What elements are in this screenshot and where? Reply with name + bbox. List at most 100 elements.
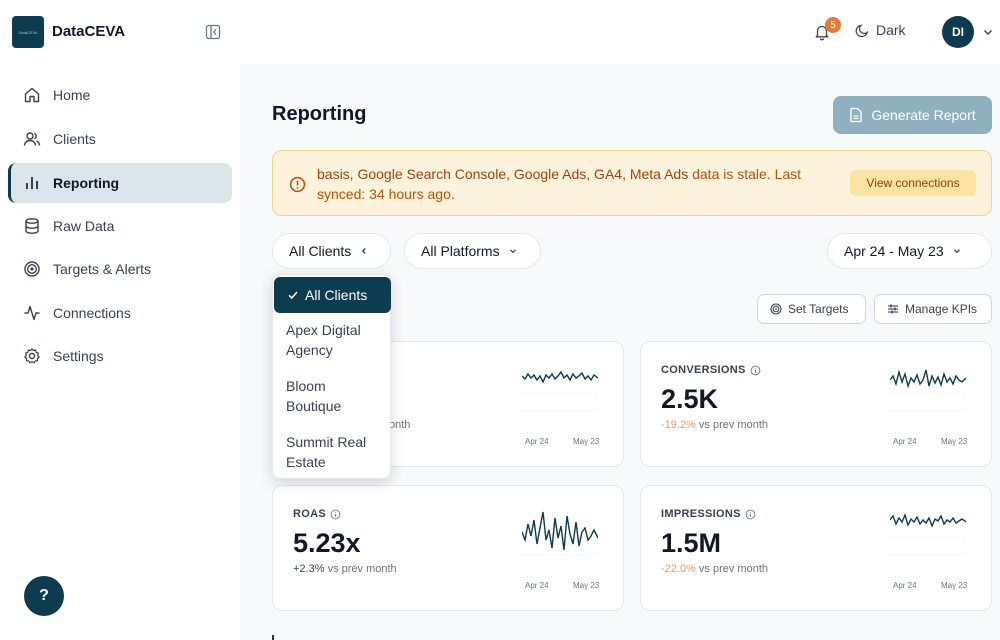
sparkline-end-date: May 23 bbox=[573, 437, 600, 446]
sparkline bbox=[890, 369, 966, 412]
date-range-filter[interactable]: Apr 24 - May 23 bbox=[827, 233, 992, 269]
sparkline bbox=[890, 512, 966, 556]
metric-card-roas: ROAS 5.23x +2.3% vs prev month Apr 24 Ma… bbox=[272, 485, 624, 611]
brand-logo[interactable]: DataCEVA bbox=[12, 16, 44, 48]
chevron-down-icon bbox=[509, 249, 516, 254]
sparkline-start-date: Apr 24 bbox=[893, 437, 917, 446]
info-icon[interactable] bbox=[330, 509, 341, 520]
user-avatar[interactable]: DI bbox=[942, 16, 974, 48]
metric-label-text: IMPRESSIONS bbox=[661, 508, 741, 520]
manage-kpis-label: Manage KPIs bbox=[905, 302, 978, 316]
sidebar-item-connections[interactable]: Connections bbox=[8, 293, 232, 333]
view-connections-button[interactable]: View connections bbox=[850, 170, 976, 196]
bar-chart-icon bbox=[26, 177, 38, 189]
help-button[interactable]: ? bbox=[24, 576, 64, 616]
metric-card-impressions: IMPRESSIONS 1.5M -22.0% vs prev month Ap… bbox=[640, 485, 992, 611]
sidebar-item-label: Raw Data bbox=[53, 218, 115, 234]
info-icon[interactable] bbox=[745, 509, 756, 520]
chevron-down-icon[interactable] bbox=[982, 26, 994, 38]
generate-report-label: Generate Report bbox=[871, 107, 976, 123]
client-dropdown-menu: All Clients Apex Digital Agency Bloom Bo… bbox=[272, 274, 391, 479]
moon-icon bbox=[855, 24, 869, 37]
client-filter[interactable]: All Clients bbox=[272, 233, 391, 269]
dropdown-option-summit-real-estate[interactable]: Summit Real Estate bbox=[273, 432, 392, 472]
metric-delta: +2.3% vs prev month bbox=[293, 563, 397, 575]
sidebar-collapse-icon[interactable] bbox=[205, 24, 221, 40]
sidebar-item-label: Targets & Alerts bbox=[53, 261, 152, 277]
users-icon bbox=[23, 132, 41, 146]
dropdown-option-label: Bloom bbox=[286, 378, 326, 394]
dropdown-option-label: Boutique bbox=[286, 398, 342, 414]
info-icon[interactable] bbox=[750, 365, 761, 376]
dropdown-option-label: Apex Digital bbox=[286, 322, 361, 338]
sidebar-item-home[interactable]: Home bbox=[8, 75, 232, 115]
metric-card-conversions: CONVERSIONS 2.5K -19.2% vs prev month Ap… bbox=[640, 341, 992, 467]
metric-value: 2.5K bbox=[661, 384, 719, 414]
metric-value: 5.23x bbox=[293, 528, 361, 558]
metric-delta: -19.2% vs prev month bbox=[661, 419, 768, 431]
metric-label: CONVERSIONS bbox=[661, 364, 761, 376]
delta-suffix: vs prev month bbox=[698, 419, 769, 431]
sidebar-item-clients[interactable]: Clients bbox=[8, 119, 232, 159]
sidebar-item-label: Settings bbox=[53, 348, 104, 364]
platform-filter[interactable]: All Platforms bbox=[404, 233, 541, 269]
sparkline-end-date: May 23 bbox=[941, 437, 968, 446]
chevron-left-icon bbox=[362, 248, 367, 254]
bell-icon[interactable] bbox=[813, 23, 831, 41]
check-icon bbox=[288, 291, 298, 300]
sidebar-item-settings[interactable]: Settings bbox=[8, 336, 232, 376]
dropdown-option-bloom-boutique[interactable]: Bloom Boutique bbox=[273, 376, 392, 416]
dropdown-option-label: Summit Real bbox=[286, 434, 367, 450]
dropdown-option-all-clients[interactable]: All Clients bbox=[274, 277, 391, 313]
sidebar-item-targets-alerts[interactable]: Targets & Alerts bbox=[8, 249, 232, 289]
sidebar-item-raw-data[interactable]: Raw Data bbox=[8, 206, 232, 246]
alert-message-text: data is stale. Last synced: 34 hours ago… bbox=[317, 166, 802, 202]
sparkline-start-date: Apr 24 bbox=[525, 437, 549, 446]
dropdown-option-apex-digital-agency[interactable]: Apex Digital Agency bbox=[273, 320, 392, 360]
metric-label: ROAS bbox=[293, 508, 341, 520]
logo-text: DataCEVA bbox=[18, 29, 38, 35]
gear-icon bbox=[24, 348, 40, 364]
sidebar-item-label: Reporting bbox=[53, 175, 120, 191]
database-icon bbox=[25, 218, 39, 234]
metric-delta: onth bbox=[293, 419, 410, 431]
sparkline-end-date: May 23 bbox=[941, 581, 968, 590]
sparkline bbox=[522, 511, 598, 556]
dropdown-option-label: Estate bbox=[286, 454, 326, 470]
sparkline-end-date: May 23 bbox=[573, 581, 600, 590]
activity-icon bbox=[24, 305, 40, 321]
brand-name: DataCEVA bbox=[52, 23, 126, 40]
section-divider bbox=[272, 635, 274, 640]
delta-percent: -22.0% bbox=[661, 563, 696, 575]
theme-toggle-button[interactable]: Dark bbox=[855, 22, 906, 38]
delta-suffix: onth bbox=[389, 419, 411, 431]
metric-delta: -22.0% vs prev month bbox=[661, 563, 768, 575]
client-filter-label: All Clients bbox=[289, 243, 352, 259]
target-icon bbox=[24, 261, 40, 277]
date-range-label: Apr 24 - May 23 bbox=[844, 243, 944, 259]
stale-data-alert: basis, Google Search Console, Google Ads… bbox=[272, 150, 992, 216]
sidebar-item-label: Clients bbox=[53, 131, 96, 147]
sidebar-item-reporting[interactable]: Reporting bbox=[8, 163, 232, 203]
generate-report-button[interactable]: Generate Report bbox=[833, 96, 992, 134]
chevron-down-icon bbox=[953, 249, 960, 254]
delta-suffix: vs prev month bbox=[327, 563, 397, 575]
platform-filter-label: All Platforms bbox=[421, 243, 500, 259]
metric-label-text: ROAS bbox=[293, 508, 326, 520]
set-targets-button[interactable]: Set Targets bbox=[757, 294, 866, 324]
metric-label-text: CONVERSIONS bbox=[661, 364, 746, 376]
manage-kpis-button[interactable]: Manage KPIs bbox=[874, 294, 992, 324]
theme-label: Dark bbox=[876, 22, 906, 38]
page-title: Reporting bbox=[272, 103, 367, 125]
delta-suffix: vs prev month bbox=[698, 563, 769, 575]
set-targets-label: Set Targets bbox=[788, 302, 849, 316]
delta-percent: -19.2% bbox=[661, 419, 696, 431]
metric-label: IMPRESSIONS bbox=[661, 508, 756, 520]
metric-value: 1.5M bbox=[661, 528, 722, 558]
sparkline-start-date: Apr 24 bbox=[893, 581, 917, 590]
delta-percent: +2.3% bbox=[293, 563, 325, 575]
alert-sources: basis, Google Search Console, Google Ads… bbox=[317, 166, 689, 182]
sliders-icon bbox=[888, 304, 898, 314]
notification-badge: 5 bbox=[825, 17, 841, 33]
sidebar-item-label: Connections bbox=[53, 305, 131, 321]
